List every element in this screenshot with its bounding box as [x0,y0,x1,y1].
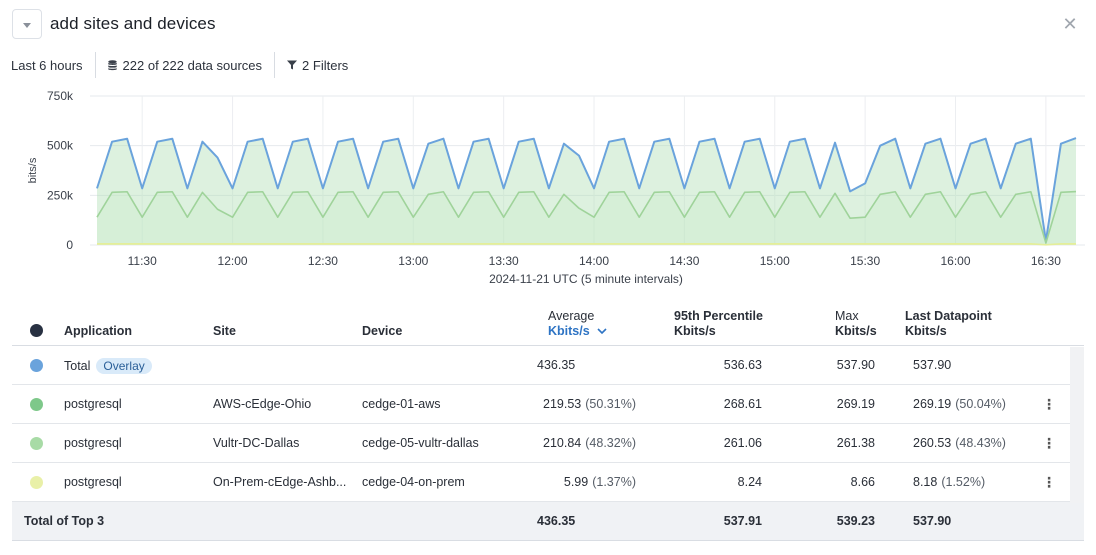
y-tick-label: 750k [47,89,74,103]
p95-value: 536.63 [723,358,762,372]
page-title: add sites and devices [50,14,216,33]
last-value: 8.18 (1.52%) [913,475,986,489]
table-row[interactable]: postgresql AWS-cEdge-Ohio cedge-01-aws 219.… [12,385,1084,424]
toolbar: Last 6 hours 222 of 222 data sources 2 F… [0,52,360,78]
column-header-average[interactable]: Average Kbits/s [548,309,607,339]
column-header-last-datapoint[interactable]: Last Datapoint Kbits/s [905,309,992,338]
series-toggle-dot[interactable] [30,437,43,450]
widget-header: add sites and devices [12,9,216,39]
application-link[interactable]: postgresql [64,436,122,450]
x-tick-label: 11:30 [128,254,157,268]
table-total-row: Total of Top 3 436.35 537.91 539.23 537.… [12,502,1084,541]
table-row[interactable]: postgresql Vultr-DC-Dallas cedge-05-vultr-… [12,424,1084,463]
p95-value: 261.06 [723,436,762,450]
max-value: 269.19 [836,397,875,411]
filter-icon [287,60,298,70]
close-icon[interactable]: ✕ [1062,14,1078,34]
traffic-area-chart: 750k 500k 250k 0 11:30 12:00 12:30 13:00 13:30 14… [27,89,1085,286]
y-tick-label: 500k [47,139,74,153]
toolbar-divider [94,52,96,78]
application-link[interactable]: postgresql [64,397,122,411]
legend-toggle-all[interactable] [30,324,43,337]
site-link[interactable]: On-Prem-cEdge-Ashb... [213,475,347,489]
cedge-01-aws-series-line [96,190,1077,244]
total-series-line [96,137,1077,243]
row-menu-icon[interactable]: ⋮ [1042,474,1056,490]
y-axis-label: bits/s [27,157,39,183]
overlay-badge[interactable]: Overlay [96,358,152,374]
column-header-application[interactable]: Application [64,324,133,338]
collapse-button[interactable] [12,9,42,39]
total-last: 537.90 [913,514,952,528]
table-row[interactable]: Total Overlay 436.35 536.63 537.90 537.90 [12,346,1084,385]
chevron-down-icon [23,22,31,28]
total-label: Total of Top 3 [24,514,105,528]
x-tick-label: 14:30 [669,254,699,268]
x-tick-label: 12:30 [308,254,338,268]
max-value: 8.66 [850,475,875,489]
filters-button[interactable]: 2 Filters [275,52,360,78]
average-value: 210.84 (48.32%) [543,436,636,450]
x-axis-label: 2024-11-21 UTC (5 minute intervals) [489,272,683,286]
filters-label: 2 Filters [302,57,349,73]
device-link[interactable]: cedge-05-vultr-dallas [362,436,479,450]
series-toggle-dot[interactable] [30,476,43,489]
x-tick-label: 13:00 [398,254,428,268]
average-value: 219.53 (50.31%) [543,397,636,411]
column-header-site[interactable]: Site [213,324,236,338]
device-link[interactable]: cedge-04-on-prem [362,475,465,489]
x-tick-label: 14:00 [579,254,609,268]
x-tick-label: 13:30 [489,254,519,268]
last-value: 269.19 (50.04%) [913,397,1006,411]
application-link[interactable]: postgresql [64,475,122,489]
y-tick-label: 0 [66,238,73,252]
average-header-unit: Kbits/s [548,324,607,339]
total-series-area [97,138,1076,245]
cedge-01-aws-series-area [97,191,1076,245]
site-link[interactable]: AWS-cEdge-Ohio [213,397,312,411]
x-tick-label: 12:00 [218,254,248,268]
average-header-label: Average [548,309,595,323]
applications-table: Application Site Device Average Kbits/s … [12,302,1084,541]
database-icon [107,59,117,70]
column-header-p95[interactable]: 95th Percentile Kbits/s [674,309,763,338]
column-header-max[interactable]: Max Kbits/s [835,309,877,338]
y-tick-label: 250k [47,188,74,202]
application-name: Total Overlay [64,358,152,374]
p95-value: 268.61 [723,397,762,411]
x-tick-label: 16:00 [940,254,970,268]
total-average: 436.35 [537,514,576,528]
table-row[interactable]: postgresql On-Prem-cEdge-Ashb... cedge-04-… [12,463,1084,502]
toolbar-divider [274,52,276,78]
last-value: 537.90 [913,358,952,372]
data-sources-label: 222 of 222 data sources [122,57,263,73]
average-value: 436.35 [537,358,576,372]
x-tick-label: 15:30 [850,254,880,268]
data-sources-selector[interactable]: 222 of 222 data sources [96,52,275,78]
row-menu-icon[interactable]: ⋮ [1042,396,1056,412]
site-link[interactable]: Vultr-DC-Dallas [213,436,300,450]
sort-descending-icon [597,328,607,335]
time-range-label: Last 6 hours [11,57,83,73]
max-value: 261.38 [836,436,875,450]
p95-value: 8.24 [737,475,762,489]
device-link[interactable]: cedge-01-aws [362,397,441,411]
time-range-selector[interactable]: Last 6 hours [0,52,95,78]
max-value: 537.90 [836,358,875,372]
column-header-device[interactable]: Device [362,324,403,338]
total-p95: 537.91 [723,514,762,528]
table-header: Application Site Device Average Kbits/s … [12,302,1084,346]
x-tick-label: 15:00 [760,254,790,268]
series-toggle-dot[interactable] [30,359,43,372]
average-value: 5.99 (1.37%) [563,475,636,489]
series-toggle-dot[interactable] [30,398,43,411]
table-scrollbar[interactable] [1070,347,1084,503]
last-value: 260.53 (48.43%) [913,436,1006,450]
row-menu-icon[interactable]: ⋮ [1042,435,1056,451]
x-tick-label: 16:30 [1031,254,1061,268]
cedge-05-vultr-dallas-series-line [97,243,1076,246]
total-max: 539.23 [836,514,875,528]
